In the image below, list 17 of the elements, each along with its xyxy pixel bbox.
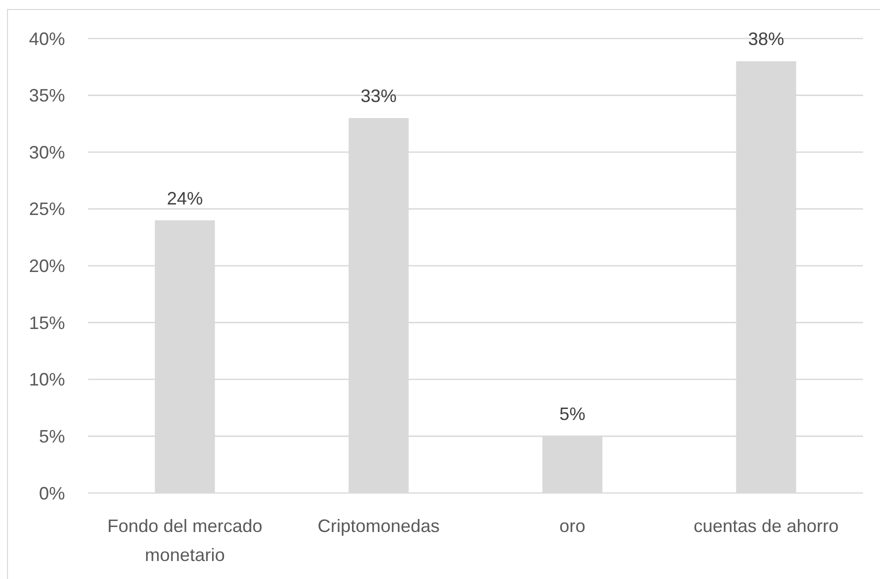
- x-tick-label: Fondo del mercado monetario: [107, 516, 262, 565]
- y-tick-label: 15%: [28, 312, 65, 333]
- y-tick-label: 20%: [28, 256, 65, 276]
- y-tick-label: 30%: [28, 142, 65, 162]
- data-label: 24%: [166, 188, 203, 208]
- y-tick-label: 10%: [28, 370, 65, 390]
- x-tick-label: Criptomonedas: [318, 516, 440, 536]
- y-tick-label: 25%: [28, 199, 65, 220]
- data-label: 5%: [559, 404, 586, 424]
- y-tick-label: 40%: [28, 28, 65, 49]
- y-tick-label: 35%: [28, 86, 65, 106]
- x-tick-label: cuentas de ahorro: [694, 516, 839, 536]
- y-tick-label: 0%: [38, 483, 65, 504]
- x-tick-label: oro: [559, 516, 586, 536]
- data-label: 33%: [360, 86, 397, 106]
- data-label: 38%: [748, 29, 784, 50]
- y-tick-label: 5%: [38, 426, 65, 446]
